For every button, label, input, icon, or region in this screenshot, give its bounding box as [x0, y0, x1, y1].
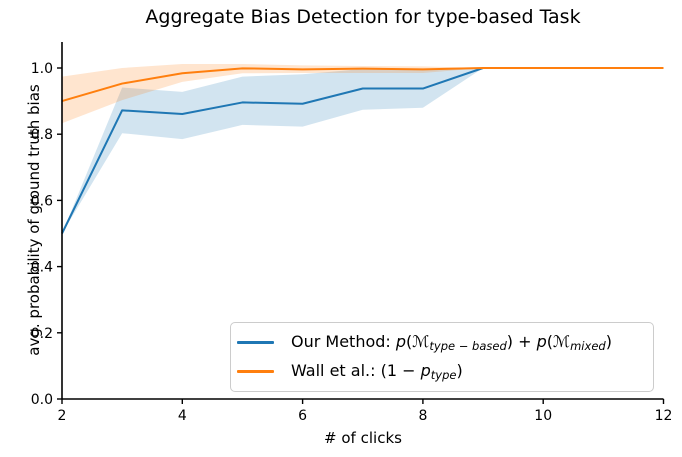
legend-item-1: Wall et al.: (1 − ptype) [237, 361, 653, 382]
series-band-1 [62, 64, 664, 124]
legend: Our Method: p(ℳtype − based) + p(ℳmixed)… [230, 322, 654, 392]
chart-title: Aggregate Bias Detection for type-based … [145, 6, 581, 28]
x-axis-label: # of clicks [324, 429, 402, 447]
legend-label: Wall et al.: (1 − ptype) [291, 361, 463, 383]
y-tick-label: 0.2 [31, 326, 53, 342]
x-tick-label: 2 [58, 408, 67, 424]
x-tick-label: 12 [655, 408, 673, 424]
x-tick-label: 6 [298, 408, 307, 424]
y-tick-label: 1.0 [31, 61, 53, 77]
y-axis-label: avg. probability of ground truth bias [25, 84, 43, 356]
series-line-1 [61, 67, 664, 103]
y-tick-label: 0.4 [31, 260, 53, 276]
legend-item-0: Our Method: p(ℳtype − based) + p(ℳmixed) [237, 332, 653, 353]
x-tick-label: 10 [534, 408, 552, 424]
x-tick-label: 4 [178, 408, 187, 424]
y-tick-label: 0.0 [31, 392, 53, 408]
x-tick-label: 8 [418, 408, 427, 424]
series-band-0 [62, 68, 664, 234]
legend-label: Our Method: p(ℳtype − based) + p(ℳmixed) [291, 331, 612, 353]
legend-line-sample [237, 370, 274, 374]
legend-line-sample [237, 340, 274, 344]
y-tick-label: 0.6 [31, 193, 53, 209]
y-tick-label: 0.8 [31, 127, 53, 143]
